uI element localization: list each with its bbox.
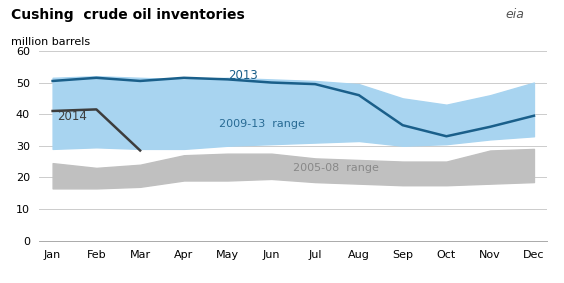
Text: 2013: 2013 xyxy=(228,69,257,82)
Text: 2009-13  range: 2009-13 range xyxy=(219,119,305,129)
Text: eia: eia xyxy=(506,8,525,22)
Text: Cushing  crude oil inventories: Cushing crude oil inventories xyxy=(11,8,245,22)
Text: 2005-08  range: 2005-08 range xyxy=(293,163,379,173)
Text: million barrels: million barrels xyxy=(11,37,90,47)
Text: 2014: 2014 xyxy=(57,110,87,123)
